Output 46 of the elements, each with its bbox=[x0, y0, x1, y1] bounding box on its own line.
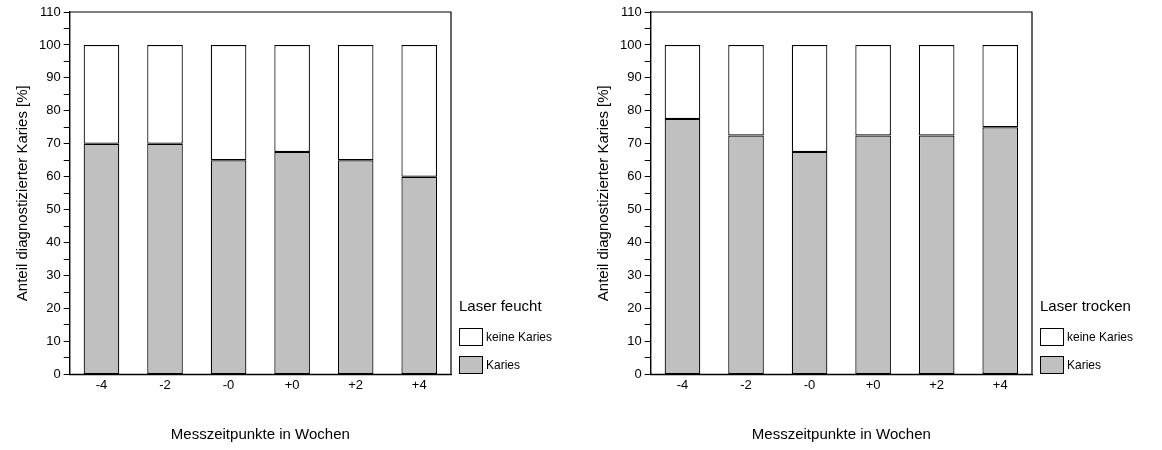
y-tick-label: 10 bbox=[46, 333, 61, 349]
x-axis-title: Messzeitpunkte in Wochen bbox=[751, 425, 931, 443]
x-tick-label: -4 bbox=[676, 376, 689, 392]
y-tick-label: 0 bbox=[634, 365, 642, 381]
y-tick-label: 30 bbox=[627, 267, 642, 283]
text: keine Karies bbox=[486, 330, 553, 345]
y-axis-title: Anteil diagnostizierter Karies [%] bbox=[13, 85, 31, 302]
y-axis-title: Anteil diagnostizierter Karies [%] bbox=[594, 85, 612, 302]
x-tick-label: +0 bbox=[284, 376, 300, 392]
x-tick-label: -2 bbox=[740, 376, 752, 392]
y-tick-label: 40 bbox=[46, 234, 61, 250]
y-tick-label: 70 bbox=[627, 135, 642, 151]
y-tick-label: 110 bbox=[39, 3, 61, 19]
x-tick-label: -2 bbox=[159, 376, 171, 392]
y-tick-label: 10 bbox=[627, 333, 642, 349]
y-tick-label: 110 bbox=[620, 3, 642, 19]
x-tick-label: -0 bbox=[803, 376, 816, 392]
y-tick-label: 90 bbox=[627, 69, 642, 85]
y-tick-label: 30 bbox=[46, 267, 61, 283]
x-tick-label: +2 bbox=[929, 376, 945, 392]
x-tick-label: +4 bbox=[992, 376, 1008, 392]
y-tick-label: 90 bbox=[46, 69, 61, 85]
y-tick-label: 20 bbox=[627, 300, 642, 316]
y-tick-label: 80 bbox=[627, 102, 642, 118]
y-tick-label: 20 bbox=[46, 300, 61, 316]
x-tick-label: +4 bbox=[411, 376, 427, 392]
y-tick-label: 60 bbox=[627, 168, 642, 184]
y-tick-label: 80 bbox=[46, 102, 61, 118]
y-tick-label: 70 bbox=[46, 135, 61, 151]
legend-title: Laser feucht bbox=[459, 297, 543, 315]
y-tick-label: 100 bbox=[619, 36, 642, 52]
x-tick-label: +2 bbox=[348, 376, 364, 392]
y-tick-label: 60 bbox=[46, 168, 61, 184]
x-tick-label: -0 bbox=[222, 376, 235, 392]
legend-title: Laser trocken bbox=[1040, 297, 1132, 315]
legend-label: Karies bbox=[486, 358, 521, 373]
x-tick-label: +0 bbox=[865, 376, 881, 392]
x-tick-label: -4 bbox=[95, 376, 108, 392]
legend-label: Karies bbox=[1067, 358, 1102, 373]
y-tick-label: 40 bbox=[627, 234, 642, 250]
y-tick-label: 0 bbox=[53, 365, 61, 381]
y-tick-label: 50 bbox=[627, 201, 642, 217]
y-tick-label: 100 bbox=[38, 36, 61, 52]
text: keine Karies bbox=[1067, 330, 1134, 345]
x-axis-title: Messzeitpunkte in Wochen bbox=[170, 425, 350, 443]
y-tick-label: 50 bbox=[46, 201, 61, 217]
